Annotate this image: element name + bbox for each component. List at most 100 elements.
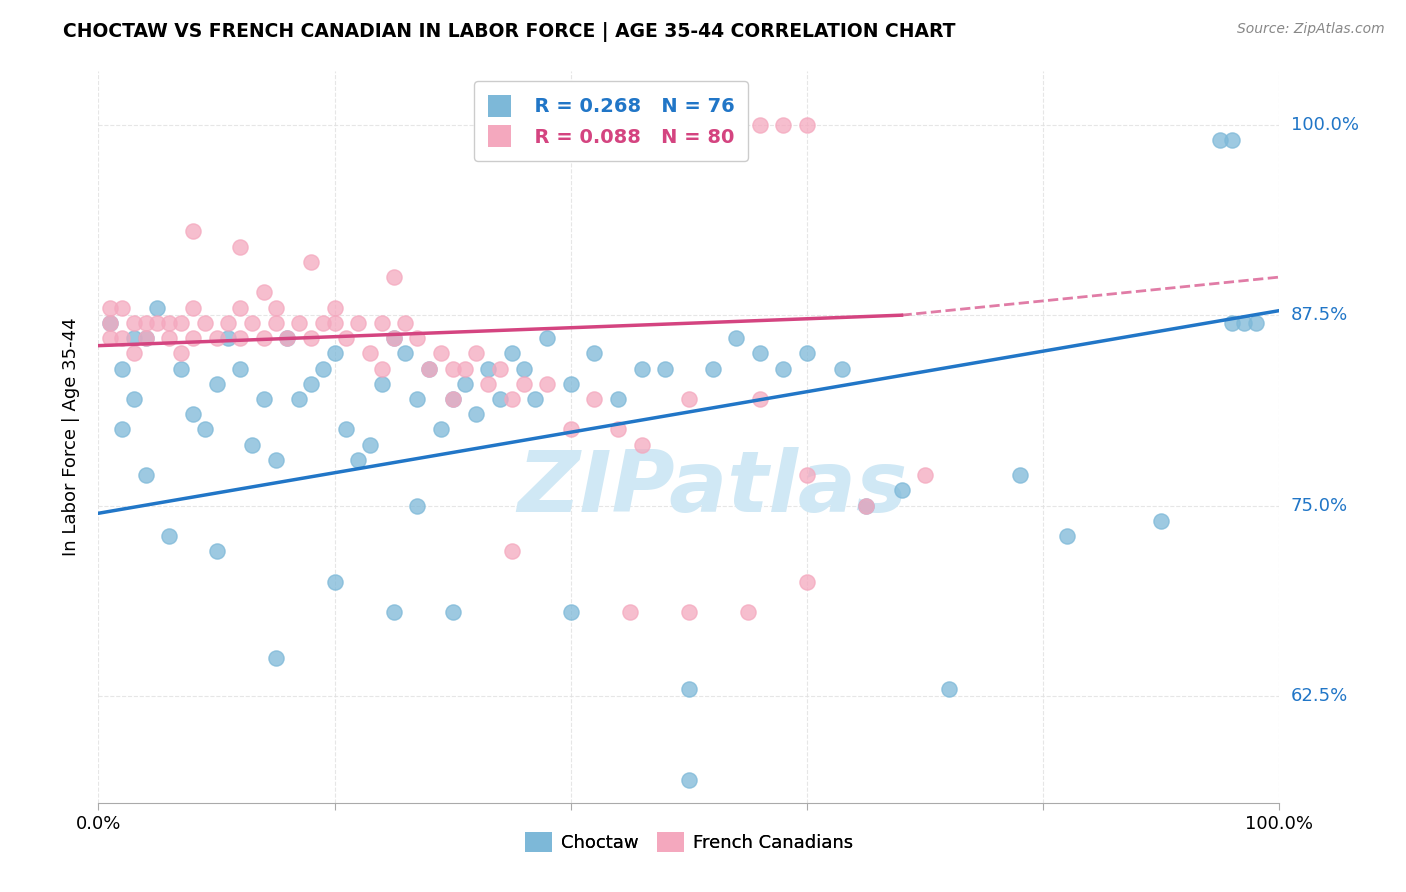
French Canadians xyxy=(796,574,818,589)
French Canadians xyxy=(583,118,606,132)
Choctaw xyxy=(335,422,357,436)
French Canadians xyxy=(702,118,724,132)
French Canadians xyxy=(111,301,134,315)
Choctaw xyxy=(855,499,877,513)
Choctaw xyxy=(678,772,700,787)
Text: 62.5%: 62.5% xyxy=(1291,687,1348,706)
Choctaw xyxy=(630,361,652,376)
Choctaw xyxy=(122,392,145,406)
Choctaw xyxy=(441,605,464,619)
French Canadians xyxy=(194,316,217,330)
Choctaw xyxy=(512,361,534,376)
Text: CHOCTAW VS FRENCH CANADIAN IN LABOR FORCE | AGE 35-44 CORRELATION CHART: CHOCTAW VS FRENCH CANADIAN IN LABOR FORC… xyxy=(63,22,956,42)
French Canadians xyxy=(299,255,322,269)
French Canadians xyxy=(678,118,700,132)
Choctaw xyxy=(240,438,263,452)
French Canadians xyxy=(678,392,700,406)
Choctaw xyxy=(122,331,145,345)
French Canadians xyxy=(630,438,652,452)
Text: 100.0%: 100.0% xyxy=(1291,116,1358,134)
Choctaw xyxy=(170,361,193,376)
Choctaw xyxy=(1220,316,1243,330)
Choctaw xyxy=(465,407,488,421)
French Canadians xyxy=(477,376,499,391)
Choctaw xyxy=(583,346,606,360)
Choctaw xyxy=(406,392,429,406)
French Canadians xyxy=(430,346,453,360)
French Canadians xyxy=(725,118,748,132)
French Canadians xyxy=(146,316,169,330)
French Canadians xyxy=(170,346,193,360)
French Canadians xyxy=(737,605,759,619)
French Canadians xyxy=(441,392,464,406)
Choctaw xyxy=(890,483,912,498)
French Canadians xyxy=(323,316,346,330)
Choctaw xyxy=(146,301,169,315)
French Canadians xyxy=(229,331,252,345)
French Canadians xyxy=(240,316,263,330)
French Canadians xyxy=(489,361,512,376)
Choctaw xyxy=(347,453,370,467)
French Canadians xyxy=(406,331,429,345)
French Canadians xyxy=(796,468,818,483)
French Canadians xyxy=(111,331,134,345)
French Canadians xyxy=(122,316,145,330)
Choctaw xyxy=(217,331,239,345)
Choctaw xyxy=(394,346,416,360)
Text: ZIPatlas: ZIPatlas xyxy=(517,447,908,530)
French Canadians xyxy=(181,224,204,238)
Choctaw xyxy=(194,422,217,436)
Choctaw xyxy=(229,361,252,376)
French Canadians xyxy=(501,544,523,558)
Choctaw xyxy=(111,422,134,436)
Choctaw xyxy=(748,346,770,360)
French Canadians xyxy=(453,361,475,376)
Choctaw xyxy=(1209,133,1232,147)
French Canadians xyxy=(371,316,394,330)
Text: Source: ZipAtlas.com: Source: ZipAtlas.com xyxy=(1237,22,1385,37)
French Canadians xyxy=(299,331,322,345)
Choctaw xyxy=(299,376,322,391)
French Canadians xyxy=(288,316,311,330)
French Canadians xyxy=(914,468,936,483)
French Canadians xyxy=(654,118,676,132)
Choctaw xyxy=(205,544,228,558)
Choctaw xyxy=(323,574,346,589)
French Canadians xyxy=(122,346,145,360)
Choctaw xyxy=(453,376,475,391)
French Canadians xyxy=(619,605,641,619)
Choctaw xyxy=(382,331,405,345)
Choctaw xyxy=(524,392,547,406)
Choctaw xyxy=(560,376,582,391)
French Canadians xyxy=(796,118,818,132)
French Canadians xyxy=(560,422,582,436)
French Canadians xyxy=(465,346,488,360)
Choctaw xyxy=(441,392,464,406)
Choctaw xyxy=(98,316,121,330)
French Canadians xyxy=(229,301,252,315)
Choctaw xyxy=(654,361,676,376)
French Canadians xyxy=(135,331,157,345)
Choctaw xyxy=(312,361,335,376)
Text: 75.0%: 75.0% xyxy=(1291,497,1348,515)
Choctaw xyxy=(430,422,453,436)
Choctaw xyxy=(501,346,523,360)
French Canadians xyxy=(253,331,276,345)
Choctaw xyxy=(1244,316,1267,330)
French Canadians xyxy=(205,331,228,345)
French Canadians xyxy=(98,331,121,345)
Choctaw xyxy=(725,331,748,345)
French Canadians xyxy=(157,316,180,330)
Choctaw xyxy=(288,392,311,406)
French Canadians xyxy=(217,316,239,330)
French Canadians xyxy=(382,331,405,345)
French Canadians xyxy=(312,316,335,330)
French Canadians xyxy=(371,361,394,376)
French Canadians xyxy=(335,331,357,345)
French Canadians xyxy=(583,392,606,406)
Choctaw xyxy=(796,346,818,360)
Choctaw xyxy=(831,361,853,376)
Choctaw xyxy=(1008,468,1031,483)
French Canadians xyxy=(276,331,298,345)
French Canadians xyxy=(323,301,346,315)
